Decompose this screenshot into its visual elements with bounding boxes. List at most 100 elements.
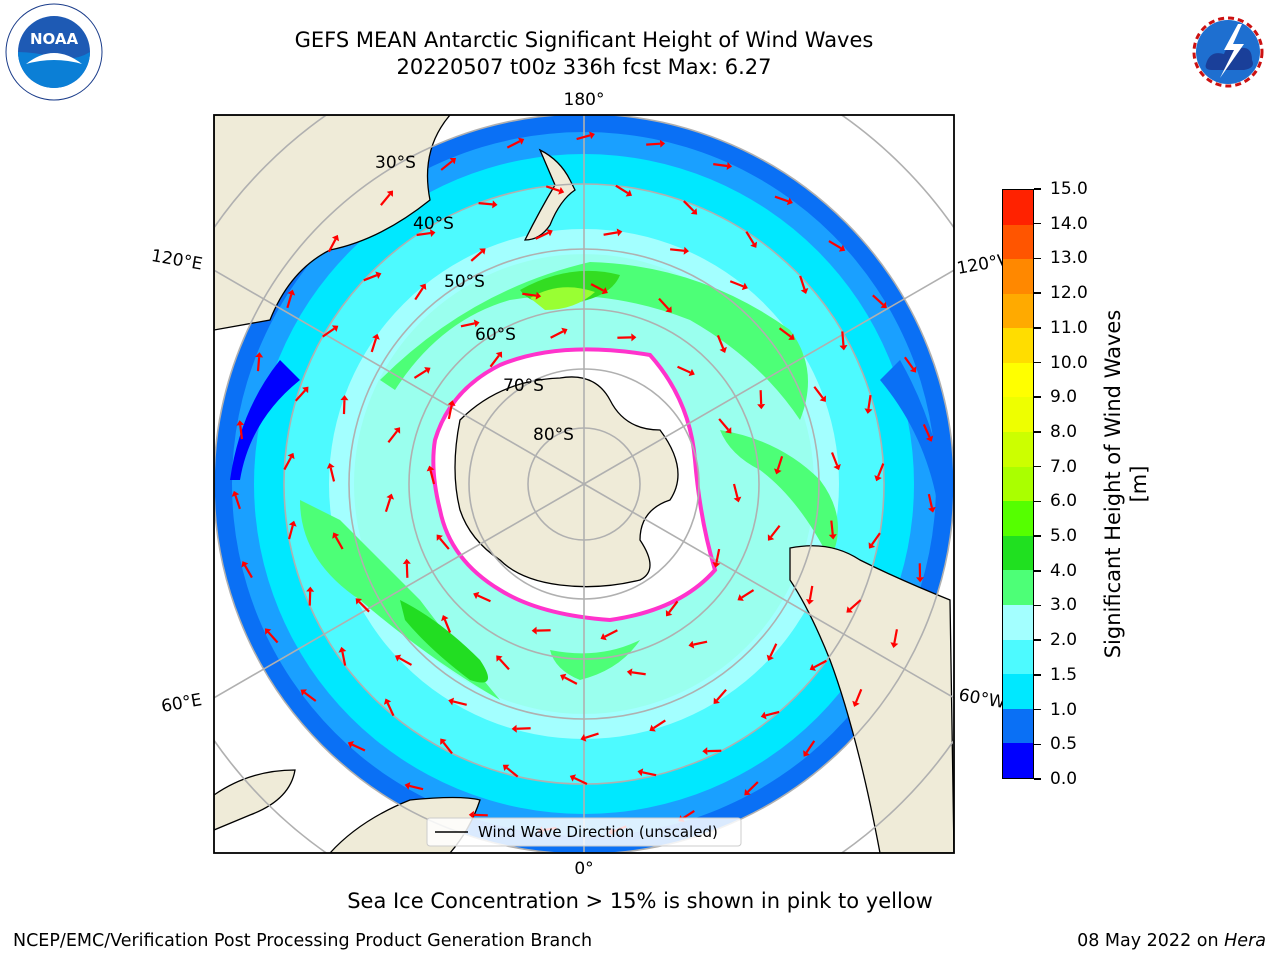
wave-arrow (584, 732, 599, 739)
wave-arrow (732, 483, 739, 498)
wave-arrow (384, 498, 392, 513)
colorbar-tick-label: 13.0 (1050, 248, 1088, 269)
wave-arrow (550, 330, 564, 339)
colorbar-tick: 12.0 (1034, 283, 1088, 303)
wave-arrow (398, 657, 413, 666)
wave-arrow-head (375, 271, 382, 279)
wave-arrow-head (852, 700, 860, 707)
wave-arrow-head (447, 400, 456, 406)
wave-arrow (386, 702, 395, 717)
wave-arrow-head (786, 197, 793, 206)
wave-arrow-head (340, 395, 349, 401)
wave-arrow (828, 240, 842, 250)
wave-arrow (405, 563, 409, 578)
wave-arrow (774, 195, 789, 203)
wave-arrow (903, 356, 914, 370)
wave-arrow-head (800, 288, 809, 295)
colorbar-tick: 5.0 (1034, 526, 1077, 546)
wave-arrow-head (839, 345, 848, 351)
wave-arrow-head (560, 673, 567, 681)
wave-arrow-head (436, 534, 443, 541)
wave-arrow (778, 327, 792, 338)
wave-arrow-head (558, 187, 565, 195)
lat-label-60s: 60°S (475, 325, 516, 345)
wave-arrow (535, 231, 549, 240)
wave-arrow-head (916, 577, 925, 583)
wave-arrow (380, 193, 391, 206)
wave-arrow (334, 536, 344, 550)
wave-arrow (683, 200, 695, 212)
date-text: 08 May 2022 on Hera (1077, 931, 1266, 951)
wave-arrow (849, 599, 862, 611)
wave-arrow (478, 202, 493, 206)
colorbar (1002, 189, 1034, 779)
wave-arrow-head (805, 599, 814, 605)
wave-arrow-head (838, 244, 846, 252)
colorbar-tick: 13.0 (1034, 248, 1088, 268)
colorbar-tick: 1.0 (1034, 700, 1077, 720)
wave-arrow (590, 283, 604, 292)
wave-arrow (442, 741, 453, 755)
wave-arrow-head (492, 200, 498, 209)
wave-arrow (927, 493, 933, 508)
wave-arrow-head (502, 764, 510, 771)
wave-arrow (358, 601, 370, 613)
colorbar-tick-label: 1.0 (1050, 699, 1078, 720)
lat-label-30s: 30°S (375, 153, 416, 173)
colorbar-tick: 14.0 (1034, 214, 1088, 234)
wave-arrow (256, 357, 261, 372)
colorbar-segment (1003, 224, 1033, 260)
wave-arrow-head (828, 534, 837, 540)
wave-arrow (573, 777, 588, 785)
wave-arrow (729, 280, 744, 288)
graticule (214, 115, 954, 853)
wave-arrow (452, 700, 467, 706)
wave-arrow (522, 292, 537, 297)
wave-arrow-head (649, 724, 656, 732)
wave-arrow-head (241, 561, 249, 568)
colorbar-tick-label: 3.0 (1050, 595, 1078, 616)
wave-arrow (416, 231, 431, 237)
wave-arrow-head (890, 642, 899, 648)
sea-ice-note: Sea Ice Concentration > 15% is shown in … (347, 889, 933, 913)
wave-arrow (716, 335, 725, 349)
map-subtitle: 20220507 t00z 336h fcst Max: 6.27 (396, 55, 772, 79)
wave-arrow (677, 365, 691, 374)
wave-arrow-head (479, 248, 486, 255)
wave-arrow (506, 767, 519, 778)
wave-arrow (460, 322, 475, 328)
wave-arrow (604, 629, 618, 638)
colorbar-tick: 0.5 (1034, 734, 1077, 754)
wave-arrow-head (402, 558, 411, 564)
wave-arrow (409, 784, 424, 791)
wave-arrow (489, 354, 500, 368)
lon-label-60e: 60°E (160, 690, 204, 717)
colorbar-segment (1003, 570, 1033, 606)
wave-arrow (564, 676, 578, 685)
wave-arrow (286, 294, 293, 309)
colorbar-tick: 0.0 (1034, 769, 1077, 789)
wave-arrow-head (535, 291, 542, 300)
colorbar-segment (1003, 397, 1033, 433)
map-legend: Wind Wave Direction (unscaled) (426, 817, 742, 847)
wave-arrow-head (383, 698, 392, 705)
colorbar-tick: 6.0 (1034, 491, 1077, 511)
wave-arrow-head (394, 654, 402, 662)
colorbar-segment (1003, 674, 1033, 709)
wave-arrow-head (441, 614, 449, 622)
wave-arrow-head (331, 234, 340, 242)
wave-arrow (922, 424, 931, 438)
colorbar-segment (1003, 466, 1033, 502)
wave-arrow-head (306, 586, 315, 592)
colorbar-tick: 2.0 (1034, 630, 1077, 650)
wave-arrow (439, 537, 450, 550)
wave-arrow-head (880, 301, 887, 309)
wave-arrow-head (393, 427, 401, 434)
wave-arrow (693, 640, 708, 646)
wave-arrow-head (546, 229, 553, 237)
wave-arrow (670, 248, 685, 252)
wave-arrow (808, 585, 814, 600)
wave-arrow-head (326, 462, 335, 469)
wave-arrow (769, 643, 778, 657)
